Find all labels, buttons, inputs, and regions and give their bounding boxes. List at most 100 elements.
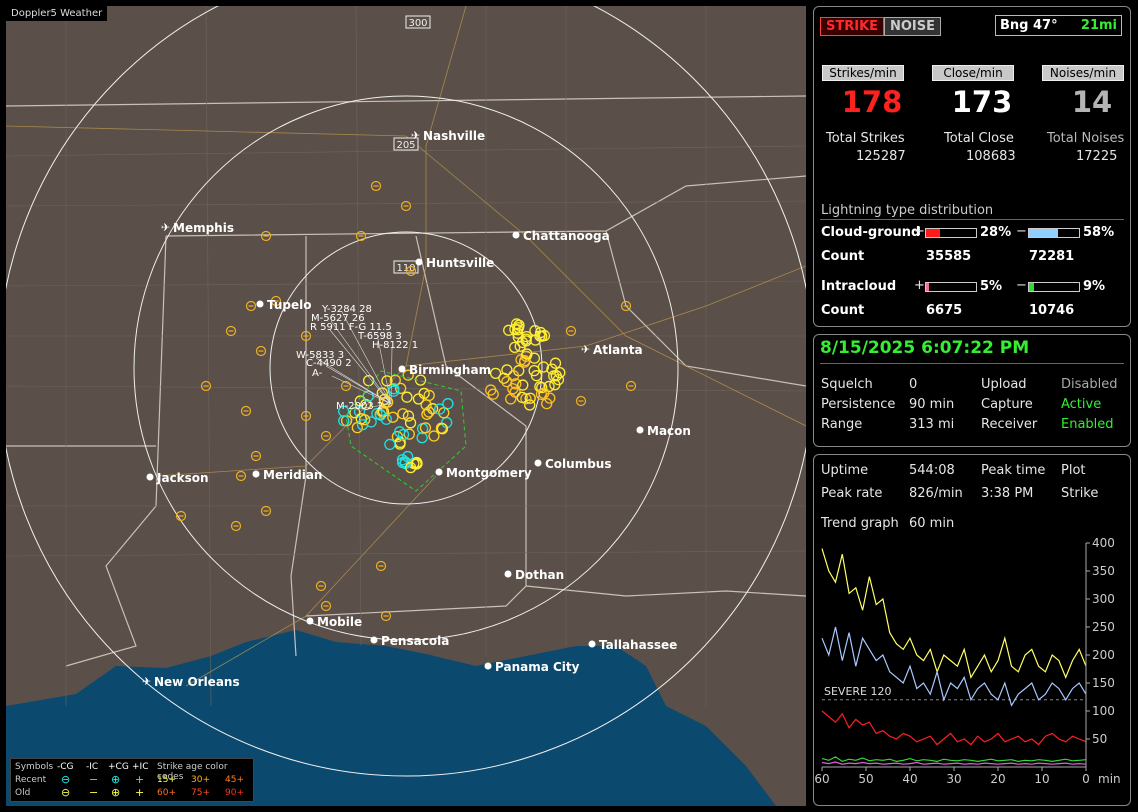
- strike-mark: [519, 355, 531, 367]
- strike-mark: [340, 380, 352, 392]
- city-dot-icon: [534, 459, 542, 467]
- legend-age-6: 90+: [225, 788, 244, 798]
- strike-mark: [530, 370, 543, 382]
- ic-plus-pct: 5%: [980, 279, 1003, 294]
- strike-mark: [428, 430, 440, 442]
- city-macon: Macon: [636, 424, 691, 438]
- strike-mark: [402, 369, 414, 381]
- total-strikes-value: 125287: [856, 149, 906, 164]
- plus-ic-old-icon: +: [135, 786, 145, 799]
- city-pensacola: Pensacola: [370, 634, 449, 648]
- strike-mark: [410, 458, 422, 470]
- city-name: Pensacola: [381, 634, 449, 648]
- strike-mark: [353, 406, 366, 418]
- legend-header-pos-ic: +IC: [132, 762, 149, 772]
- city-dot-icon: [636, 426, 644, 434]
- strikes-per-min-value: 178: [841, 85, 903, 119]
- uptime-value: 544:08: [909, 463, 955, 478]
- county-lines: [6, 6, 806, 707]
- city-dot-icon: [504, 570, 512, 578]
- y-tick-label: 400: [1092, 537, 1115, 550]
- trend-graph-span: 60 min: [909, 516, 955, 531]
- trend-series-4: [821, 761, 1087, 765]
- strike-mark: [300, 410, 312, 422]
- city-panama-city: Panama City: [484, 660, 580, 674]
- strike-mark: [416, 432, 428, 444]
- strike-mark: [200, 380, 212, 392]
- legend-header-neg-cg: -CG: [57, 762, 74, 772]
- strike-mark: [402, 410, 415, 422]
- strike-mark: [507, 370, 520, 382]
- storm-leader-line: [330, 320, 392, 405]
- airport-icon: ✈: [411, 129, 420, 142]
- x-tick-label: 60: [814, 772, 829, 786]
- legend-header-pos-cg: +CG: [108, 762, 129, 772]
- strike-mark: [315, 580, 327, 592]
- noise-button[interactable]: NOISE: [884, 17, 942, 36]
- storm-leader-line: [315, 357, 392, 405]
- y-tick-label: 150: [1092, 676, 1115, 690]
- storm-label: C-4490 2: [306, 358, 352, 369]
- city-nashville: ✈ Nashville: [411, 129, 485, 143]
- strike-mark: [423, 389, 435, 402]
- strike-mark: [380, 413, 392, 425]
- strike-mark: [421, 408, 433, 420]
- status-panel: 8/15/2025 6:07:22 PM Squelch 0 Upload Di…: [813, 334, 1131, 447]
- peak-time-label: Peak time: [981, 463, 1046, 478]
- strike-mark: [362, 390, 374, 402]
- strike-mark: [384, 438, 396, 451]
- lightning-map[interactable]: 300 205 110 ✈ Nashville ✈ Memphis Chattanooga H…: [6, 6, 806, 806]
- cg-minus-pct: 58%: [1083, 225, 1115, 240]
- x-axis-unit: min: [1098, 772, 1121, 786]
- total-strikes-label: Total Strikes: [826, 131, 905, 146]
- city-name: New Orleans: [154, 675, 240, 689]
- city-columbus: Columbus: [534, 457, 612, 471]
- city-dot-icon: [256, 300, 264, 308]
- storm-label: A-: [312, 368, 323, 379]
- uptime-label: Uptime: [821, 463, 869, 478]
- strike-mark: [270, 295, 282, 307]
- strike-mark: [438, 407, 450, 419]
- city-dot-icon: [252, 470, 260, 478]
- range-value: 313 mi: [909, 417, 955, 432]
- strike-mark: [549, 357, 562, 369]
- legend-row-recent: Recent: [15, 775, 47, 785]
- strike-mark: [535, 388, 548, 401]
- cg-count-label: Count: [821, 249, 865, 264]
- strike-mark: [260, 230, 272, 242]
- strike-mark: [360, 398, 372, 411]
- plot-value[interactable]: Strike: [1061, 486, 1099, 501]
- city-name: Nashville: [423, 129, 485, 143]
- noises-per-min-label: Noises/min: [1042, 65, 1124, 81]
- storm-label: H-8122 1: [372, 340, 418, 351]
- strike-mark: [240, 405, 252, 417]
- cg-plus-count: 35585: [926, 249, 972, 264]
- plot-label: Plot: [1061, 463, 1086, 478]
- total-close-label: Total Close: [944, 131, 1014, 146]
- minus-ic-old-icon: −: [89, 786, 99, 799]
- strike-mark: [356, 419, 369, 431]
- range-label-bg: [393, 137, 419, 151]
- city-atlanta: ✈ Atlanta: [581, 343, 643, 357]
- y-tick-label: 100: [1092, 704, 1115, 718]
- y-tick-label: 300: [1092, 592, 1115, 606]
- app-tag: Doppler5 Weather: [6, 6, 108, 21]
- strike-mark: [524, 392, 536, 404]
- storm-label: Y-3284 28: [321, 304, 372, 315]
- storm-label: R 5911 F-G 11.5: [310, 322, 392, 333]
- legend-age-2: 30+: [191, 775, 210, 785]
- legend-header-neg-ic: -IC: [86, 762, 99, 772]
- city-tallahassee: Tallahassee: [588, 638, 677, 652]
- x-tick-label: 0: [1082, 772, 1090, 786]
- x-tick-label: 50: [858, 772, 873, 786]
- symbol-legend: Symbols -CG -IC +CG +IC Strike age color…: [10, 758, 254, 802]
- trend-series-0: [821, 548, 1087, 679]
- cg-minus-sign: −: [1016, 224, 1027, 239]
- strike-button[interactable]: STRIKE: [820, 17, 885, 36]
- state-borders: [6, 95, 806, 667]
- distance-value: 21mi: [1080, 18, 1117, 33]
- upload-value: Disabled: [1061, 377, 1118, 392]
- strike-mark: [235, 470, 247, 482]
- storm-label: M-5627 26: [311, 313, 365, 324]
- strike-mark: [501, 376, 513, 388]
